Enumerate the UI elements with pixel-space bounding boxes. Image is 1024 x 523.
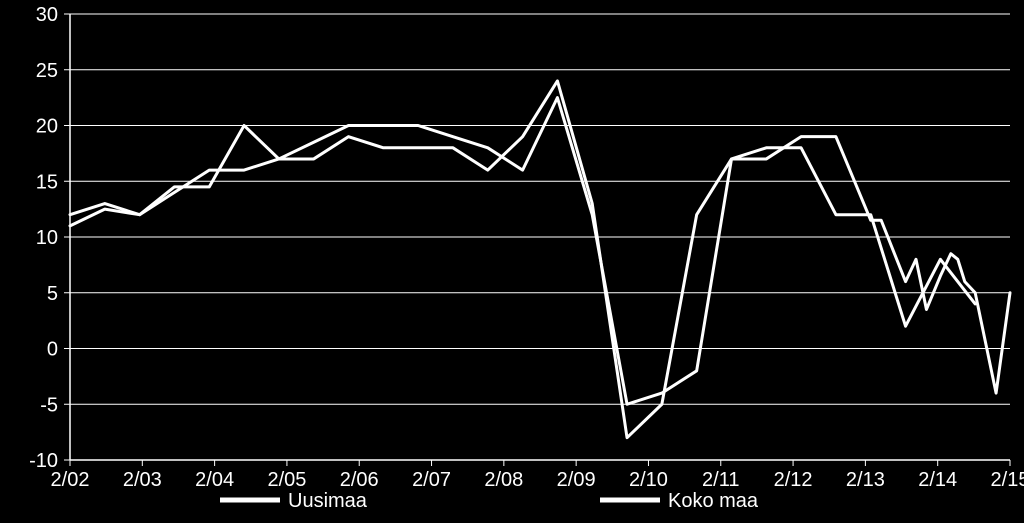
y-tick-label: 15: [36, 171, 58, 193]
x-tick-label: 2/06: [340, 469, 379, 491]
x-tick-label: 2/07: [412, 469, 451, 491]
y-tick-label: 0: [47, 339, 58, 361]
x-tick-label: 2/10: [629, 469, 668, 491]
y-tick-label: 30: [36, 4, 58, 26]
legend-label: Koko maa: [668, 490, 759, 512]
x-tick-label: 2/03: [123, 469, 162, 491]
y-tick-label: 25: [36, 60, 58, 82]
legend-label: Uusimaa: [288, 490, 368, 512]
x-tick-label: 2/05: [267, 469, 306, 491]
x-tick-label: 2/11: [702, 469, 739, 491]
x-tick-label: 2/04: [195, 469, 234, 491]
x-tick-label: 2/02: [51, 469, 90, 491]
y-tick-label: 10: [36, 227, 58, 249]
y-tick-label: 5: [47, 283, 58, 305]
x-tick-label: 2/12: [774, 469, 813, 491]
x-tick-label: 2/13: [846, 469, 885, 491]
x-tick-label: 2/15: [991, 469, 1024, 491]
y-tick-label: -5: [40, 394, 58, 416]
x-tick-label: 2/08: [484, 469, 523, 491]
y-tick-label: 20: [36, 116, 58, 138]
chart-container: { "chart": { "type": "line", "background…: [0, 0, 1024, 523]
line-chart: -10-50510152025302/022/032/042/052/062/0…: [0, 0, 1024, 523]
x-tick-label: 2/09: [557, 469, 596, 491]
x-tick-label: 2/14: [918, 469, 957, 491]
